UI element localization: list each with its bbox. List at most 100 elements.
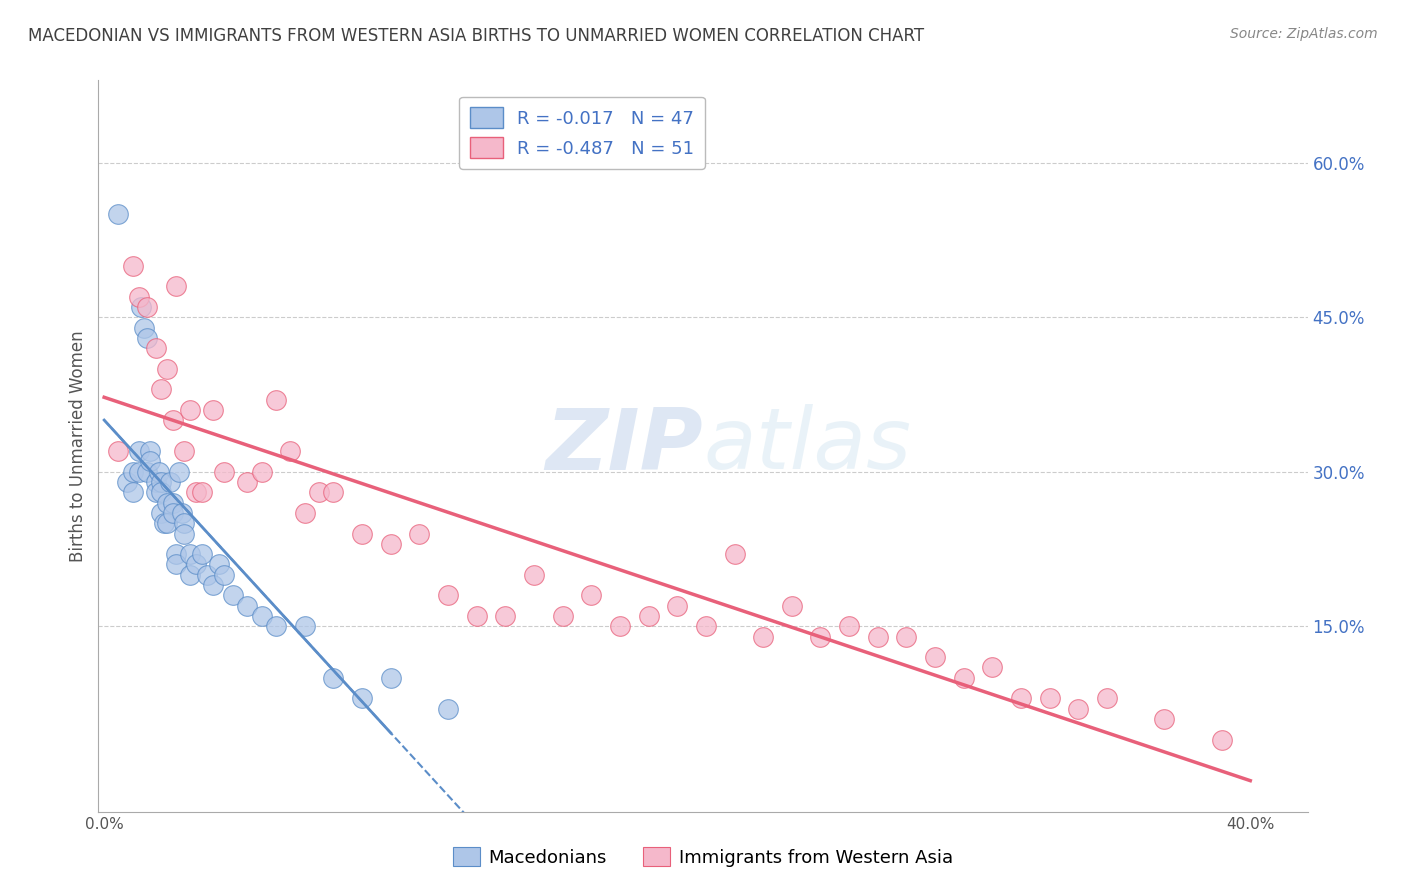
Point	[752, 630, 775, 644]
Point	[150, 475, 173, 489]
Point	[121, 259, 143, 273]
Legend: R = -0.017   N = 47, R = -0.487   N = 51: R = -0.017 N = 47, R = -0.487 N = 51	[460, 96, 704, 169]
Text: atlas: atlas	[703, 404, 911, 488]
Point	[131, 300, 153, 314]
Text: Source: ZipAtlas.com: Source: ZipAtlas.com	[1230, 27, 1378, 41]
Point	[380, 537, 402, 551]
Point	[107, 207, 129, 221]
Point	[136, 300, 159, 314]
Point	[179, 403, 201, 417]
Point	[156, 496, 179, 510]
Point	[280, 444, 302, 458]
Point	[128, 465, 150, 479]
Y-axis label: Births to Unmarried Women: Births to Unmarried Women	[69, 330, 87, 562]
Point	[1039, 691, 1062, 706]
Point	[145, 341, 167, 355]
Point	[156, 361, 179, 376]
Point	[145, 485, 167, 500]
Point	[136, 465, 159, 479]
Point	[170, 506, 193, 520]
Point	[167, 465, 190, 479]
Point	[179, 567, 201, 582]
Point	[465, 609, 488, 624]
Point	[1067, 702, 1090, 716]
Point	[952, 671, 974, 685]
Point	[981, 660, 1004, 674]
Point	[264, 619, 287, 633]
Point	[136, 331, 159, 345]
Point	[173, 526, 195, 541]
Point	[294, 506, 316, 520]
Point	[264, 392, 287, 407]
Point	[139, 444, 162, 458]
Point	[250, 465, 273, 479]
Point	[139, 454, 162, 468]
Point	[162, 506, 184, 520]
Point	[202, 403, 225, 417]
Point	[121, 485, 143, 500]
Point	[437, 702, 460, 716]
Point	[322, 485, 344, 500]
Point	[165, 547, 187, 561]
Point	[173, 444, 195, 458]
Point	[551, 609, 574, 624]
Point	[408, 526, 430, 541]
Point	[609, 619, 631, 633]
Point	[810, 630, 832, 644]
Point	[780, 599, 803, 613]
Point	[838, 619, 860, 633]
Point	[165, 558, 187, 572]
Point	[896, 630, 918, 644]
Text: MACEDONIAN VS IMMIGRANTS FROM WESTERN ASIA BIRTHS TO UNMARRIED WOMEN CORRELATION: MACEDONIAN VS IMMIGRANTS FROM WESTERN AS…	[28, 27, 924, 45]
Point	[128, 444, 150, 458]
Point	[695, 619, 717, 633]
Point	[437, 588, 460, 602]
Point	[666, 599, 689, 613]
Point	[134, 320, 156, 334]
Point	[322, 671, 344, 685]
Text: ZIP: ZIP	[546, 404, 703, 488]
Point	[153, 516, 176, 531]
Point	[150, 382, 173, 396]
Point	[150, 485, 173, 500]
Point	[380, 671, 402, 685]
Point	[924, 650, 946, 665]
Point	[184, 485, 207, 500]
Point	[214, 567, 236, 582]
Point	[236, 599, 259, 613]
Point	[1095, 691, 1118, 706]
Point	[145, 475, 167, 489]
Point	[150, 506, 173, 520]
Point	[581, 588, 603, 602]
Point	[250, 609, 273, 624]
Point	[190, 485, 212, 500]
Legend: Macedonians, Immigrants from Western Asia: Macedonians, Immigrants from Western Asi…	[446, 840, 960, 874]
Point	[208, 558, 231, 572]
Point	[723, 547, 745, 561]
Point	[184, 558, 207, 572]
Point	[128, 290, 150, 304]
Point	[156, 516, 179, 531]
Point	[202, 578, 225, 592]
Point	[1211, 732, 1233, 747]
Point	[159, 475, 181, 489]
Point	[308, 485, 330, 500]
Point	[148, 465, 170, 479]
Point	[165, 279, 187, 293]
Point	[350, 691, 373, 706]
Point	[523, 567, 546, 582]
Point	[179, 547, 201, 561]
Point	[115, 475, 138, 489]
Point	[195, 567, 218, 582]
Point	[637, 609, 659, 624]
Point	[1153, 712, 1175, 726]
Point	[214, 465, 236, 479]
Point	[107, 444, 129, 458]
Point	[236, 475, 259, 489]
Point	[222, 588, 245, 602]
Point	[190, 547, 212, 561]
Point	[162, 496, 184, 510]
Point	[173, 516, 195, 531]
Point	[494, 609, 516, 624]
Point	[1010, 691, 1032, 706]
